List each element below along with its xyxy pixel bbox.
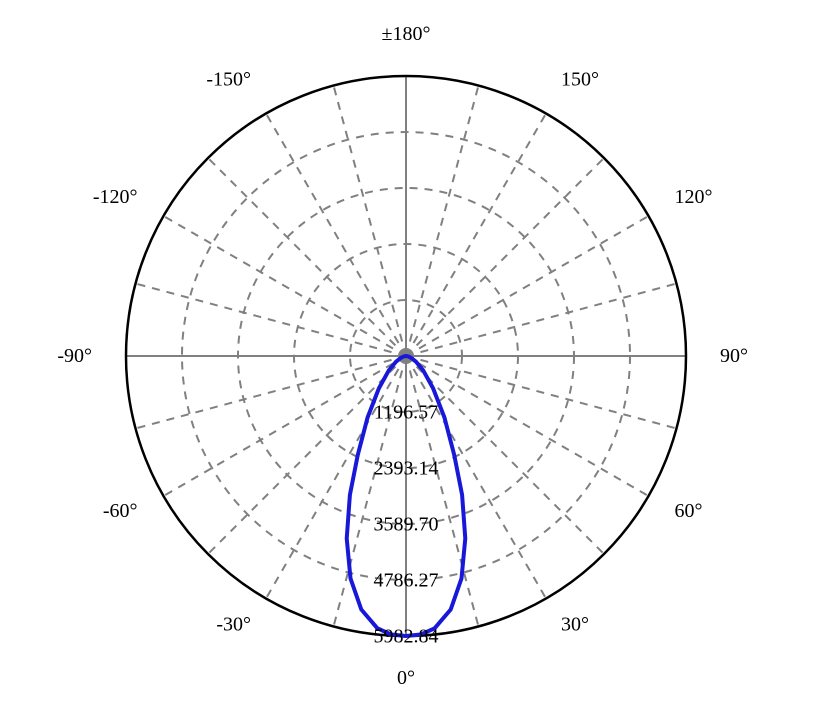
radial-tick-label: 5982.84	[374, 626, 439, 648]
angle-label: -60°	[103, 500, 138, 522]
angle-label: -150°	[206, 69, 251, 91]
polar-chart-container: 1196.57 2393.14 3589.70 4786.27 5982.84 ±180°…	[0, 0, 813, 713]
angle-label: ±180°	[382, 23, 431, 45]
angle-label: 150°	[561, 69, 599, 91]
angle-label: 90°	[720, 345, 748, 367]
radial-tick-label: 4786.27	[374, 570, 439, 592]
polar-chart-svg: 1196.57 2393.14 3589.70 4786.27 5982.84 ±180°…	[0, 0, 813, 713]
angle-label: 120°	[674, 186, 712, 208]
angle-label: -120°	[93, 186, 138, 208]
radial-tick-label: 3589.70	[374, 514, 439, 536]
angle-label: 0°	[397, 667, 415, 689]
angle-label: 60°	[674, 500, 702, 522]
radial-tick-label: 2393.14	[374, 458, 439, 480]
angle-label: 30°	[561, 613, 589, 635]
angle-label: -90°	[57, 345, 92, 367]
radial-tick-label: 1196.57	[374, 402, 438, 424]
angle-label: -30°	[216, 613, 251, 635]
